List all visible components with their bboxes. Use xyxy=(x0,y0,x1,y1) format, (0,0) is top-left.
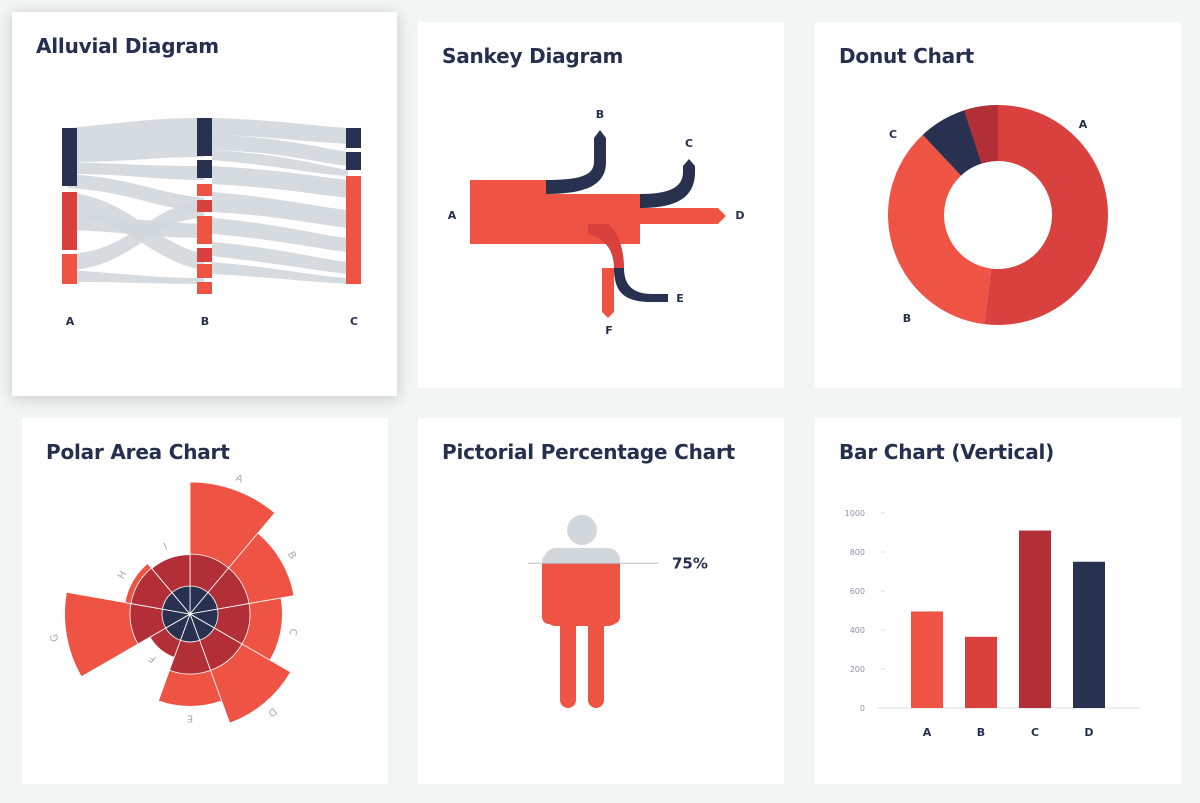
polar-label: G xyxy=(49,633,61,643)
y-tick-label: 600 xyxy=(850,587,865,596)
alluvial-node xyxy=(197,264,212,278)
donut-slice xyxy=(984,105,1108,326)
alluvial-flow xyxy=(212,150,348,176)
y-tick-label: 800 xyxy=(850,548,865,557)
y-tick-label: 400 xyxy=(850,626,865,635)
alluvial-flow xyxy=(212,218,348,252)
pictorial-percentage-chart: 75% xyxy=(528,515,708,708)
polar-area-chart: A B C D E F G H I xyxy=(49,473,298,724)
card-title: Polar Area Chart xyxy=(46,440,230,464)
person-figure xyxy=(542,515,620,708)
polar-segment-inner xyxy=(171,585,191,616)
alluvial-flow xyxy=(68,118,204,162)
donut-chart: A B C xyxy=(888,105,1108,326)
sankey-node-a xyxy=(470,180,546,244)
sankey-flow-f xyxy=(602,268,614,318)
sankey-flow-d xyxy=(640,208,726,224)
alluvial-node xyxy=(62,192,77,250)
polar-label: E xyxy=(187,712,193,723)
alluvial-flow xyxy=(212,192,348,228)
polar-label: B xyxy=(285,550,298,562)
polar-label: C xyxy=(286,628,298,637)
donut-slice-accent xyxy=(964,105,998,164)
alluvial-node xyxy=(346,152,361,170)
pictorial-card[interactable]: Pictorial Percentage Chart 75% xyxy=(418,418,784,784)
sankey-node-label: B xyxy=(596,108,604,121)
alluvial-node xyxy=(197,118,212,156)
card-title: Sankey Diagram xyxy=(442,44,624,68)
y-tick-label: 0 xyxy=(860,704,865,713)
percentage-label: 75% xyxy=(672,554,708,572)
sankey-flow-b xyxy=(546,130,606,194)
sankey-diagram: A B C D E F xyxy=(448,108,745,337)
y-tick-label: 1000 xyxy=(845,509,865,518)
sankey-flow-c xyxy=(640,159,695,208)
donut-label: B xyxy=(903,312,911,325)
donut-slice xyxy=(888,134,992,325)
bar xyxy=(1073,561,1105,708)
alluvial-diagram: A B C xyxy=(62,118,361,328)
bar-chart: 0 200 400 600 800 1000 A B C D xyxy=(845,509,1141,739)
alluvial-flow xyxy=(68,202,204,270)
donut-label: C xyxy=(889,128,897,141)
alluvial-axis-label: A xyxy=(66,315,75,328)
alluvial-flow xyxy=(212,118,348,144)
x-tick-label: C xyxy=(1031,726,1039,739)
alluvial-flow xyxy=(212,242,348,274)
alluvial-card[interactable]: Alluvial Diagram A B C xyxy=(12,12,397,396)
card-title: Alluvial Diagram xyxy=(36,34,219,58)
person-empty-part xyxy=(542,515,620,564)
x-tick-label: A xyxy=(923,726,932,739)
card-title: Donut Chart xyxy=(839,44,974,68)
card-title: Bar Chart (Vertical) xyxy=(839,440,1055,464)
alluvial-node xyxy=(197,216,212,244)
alluvial-flow xyxy=(212,166,348,198)
alluvial-flow xyxy=(68,214,204,238)
bar xyxy=(1019,530,1051,708)
polar-card[interactable]: Polar Area Chart A B C D E F G H I xyxy=(22,418,388,784)
polar-label: H xyxy=(116,569,129,581)
x-tick-label: D xyxy=(1084,726,1093,739)
sankey-flow-mid xyxy=(588,224,624,268)
sankey-node-label: C xyxy=(685,137,693,150)
alluvial-axis-label: B xyxy=(201,315,209,328)
polar-label: D xyxy=(265,705,278,719)
alluvial-node xyxy=(197,282,212,294)
x-tick-label: B xyxy=(977,726,985,739)
bar-card[interactable]: Bar Chart (Vertical) 0 200 400 600 800 1000 A B… xyxy=(815,418,1181,784)
alluvial-node xyxy=(197,160,212,178)
alluvial-node xyxy=(62,254,77,284)
alluvial-flow xyxy=(68,270,204,284)
alluvial-node xyxy=(346,176,361,284)
alluvial-node xyxy=(197,200,212,212)
sankey-flow-e xyxy=(614,268,668,302)
alluvial-flow xyxy=(212,134,348,166)
donut-card[interactable]: Donut Chart A B C xyxy=(815,22,1181,388)
alluvial-node xyxy=(62,128,77,186)
bar xyxy=(965,636,997,708)
alluvial-flow xyxy=(68,162,204,180)
sankey-node-label: E xyxy=(676,292,684,305)
alluvial-axis-label: C xyxy=(350,315,358,328)
donut-label: A xyxy=(1079,118,1088,131)
sankey-node-label: A xyxy=(448,209,457,222)
bar xyxy=(911,611,943,708)
sankey-node-label: F xyxy=(605,324,613,337)
alluvial-node xyxy=(346,128,361,148)
y-tick-label: 200 xyxy=(850,665,865,674)
card-title: Pictorial Percentage Chart xyxy=(442,440,735,464)
alluvial-node xyxy=(197,184,212,196)
polar-label: I xyxy=(162,542,169,553)
alluvial-flow xyxy=(68,174,204,212)
polar-label: A xyxy=(234,473,244,486)
alluvial-node xyxy=(197,248,212,262)
sankey-node-mid xyxy=(546,194,640,244)
polar-segment-mid xyxy=(168,612,212,675)
sankey-node-label: D xyxy=(735,209,744,222)
person-filled-part xyxy=(542,563,620,708)
alluvial-flow xyxy=(212,262,348,284)
sankey-card[interactable]: Sankey Diagram A B C D E F xyxy=(418,22,784,388)
polar-label: F xyxy=(147,652,159,664)
